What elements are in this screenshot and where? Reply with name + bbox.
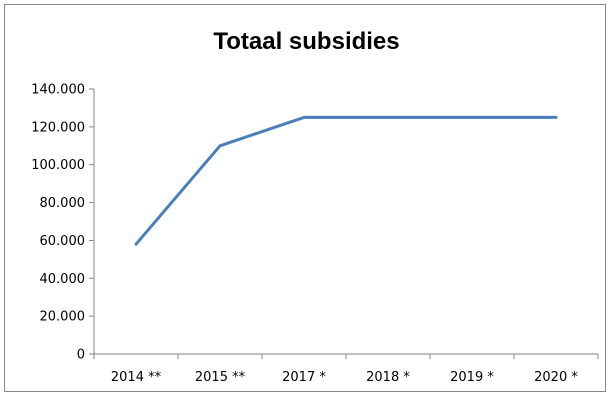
y-tick-label: 0 — [77, 348, 85, 363]
y-tick-label: 120.000 — [31, 120, 85, 135]
y-tick-label: 20.000 — [40, 310, 86, 325]
y-tick-label: 40.000 — [40, 272, 86, 287]
y-tick-label: 140.000 — [31, 83, 85, 98]
x-tick-label: 2019 * — [450, 370, 494, 385]
chart-frame — [4, 4, 606, 392]
y-tick-label: 80.000 — [40, 196, 86, 211]
y-tick-label: 60.000 — [40, 234, 86, 249]
series-line — [134, 115, 558, 246]
x-tick-label: 2018 * — [366, 370, 410, 385]
x-tick-label: 2015 ** — [195, 370, 246, 385]
x-tick-label: 2014 ** — [111, 370, 162, 385]
chart-title: Totaal subsidies — [213, 28, 400, 55]
x-tick-label: 2020 * — [534, 370, 578, 385]
x-tick-label: 2017 * — [282, 370, 326, 385]
y-tick-label: 100.000 — [31, 158, 85, 173]
